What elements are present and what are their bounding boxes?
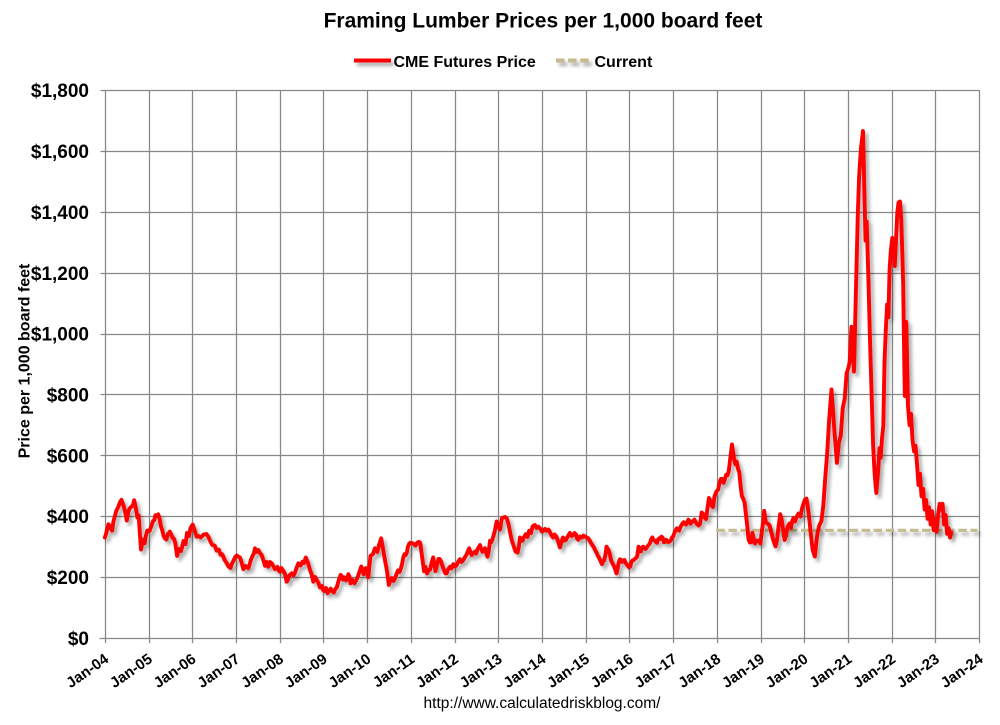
svg-text:Current: Current bbox=[595, 54, 653, 71]
svg-text:$1,200: $1,200 bbox=[31, 264, 89, 285]
svg-text:CME Futures Price: CME Futures Price bbox=[394, 54, 536, 71]
svg-text:$1,600: $1,600 bbox=[31, 142, 89, 163]
svg-text:$0: $0 bbox=[68, 629, 89, 650]
svg-text:$1,400: $1,400 bbox=[31, 203, 89, 224]
svg-text:$1,000: $1,000 bbox=[31, 325, 89, 346]
svg-text:Framing Lumber Prices per 1,00: Framing Lumber Prices per 1,000 board fe… bbox=[324, 10, 763, 33]
svg-text:http://www.calculatedriskblog.: http://www.calculatedriskblog.com/ bbox=[424, 695, 662, 712]
svg-text:$600: $600 bbox=[47, 446, 89, 467]
svg-text:Price per 1,000 board feet: Price per 1,000 board feet bbox=[17, 263, 34, 458]
svg-text:$200: $200 bbox=[47, 568, 89, 589]
svg-text:$400: $400 bbox=[47, 507, 89, 528]
svg-text:$1,800: $1,800 bbox=[31, 81, 89, 102]
svg-text:$800: $800 bbox=[47, 385, 89, 406]
